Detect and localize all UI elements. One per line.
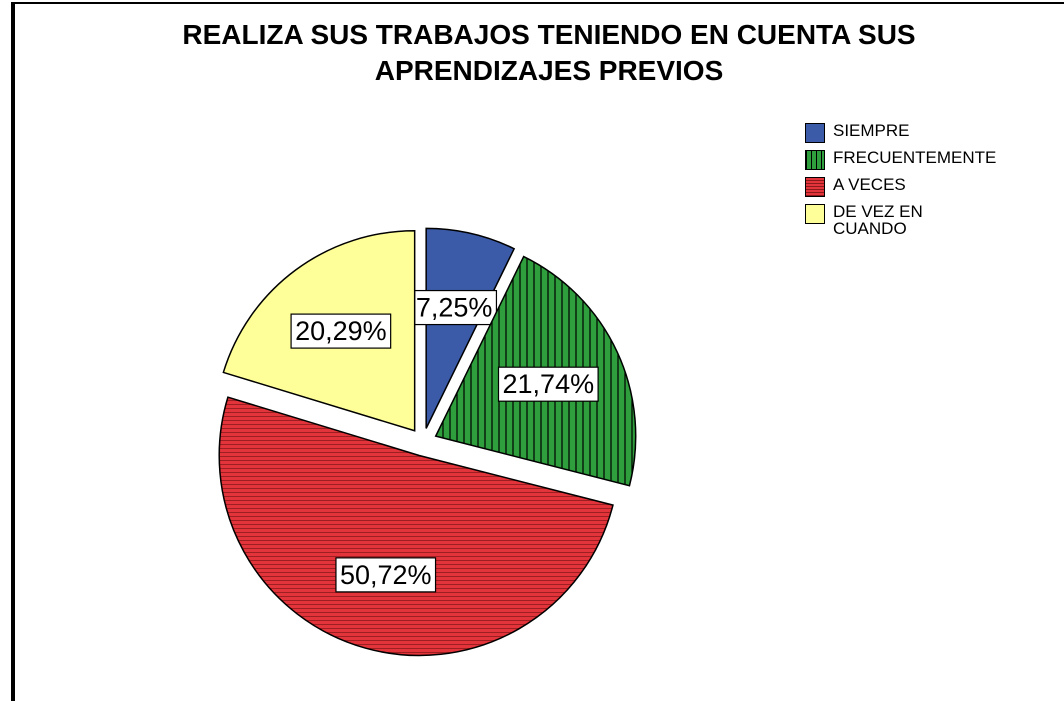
legend-label: DE VEZ EN CUANDO <box>833 202 923 238</box>
data-label: 50,72% <box>335 557 437 593</box>
data-label-box <box>335 557 437 593</box>
data-label-text: 20,29% <box>295 316 387 346</box>
chart-title: APRENDIZAJES PREVIOS <box>375 55 724 86</box>
data-label-box <box>497 366 599 402</box>
legend: SIEMPRE FRECUENTEMENTE A VECES DE VEZ EN CU… <box>805 122 1064 243</box>
legend-swatch <box>805 204 825 224</box>
chart: REALIZA SUS TRABAJOS TENIENDO EN CUENTA … <box>182 19 916 657</box>
legend-label: A VECES <box>833 175 906 194</box>
pie-slice <box>218 396 614 657</box>
data-label: 20,29% <box>290 313 392 349</box>
legend-swatch <box>805 150 825 170</box>
chart-title: REALIZA SUS TRABAJOS TENIENDO EN CUENTA … <box>182 19 915 50</box>
legend-swatch <box>805 177 825 197</box>
pie-slice <box>425 227 516 429</box>
chart-frame: REALIZA SUS TRABAJOS TENIENDO EN CUENTA … <box>11 2 1064 701</box>
legend-entry: DE VEZ EN CUANDO <box>805 203 1064 237</box>
legend-label: SIEMPRE <box>833 121 910 140</box>
legend-entry: A VECES <box>805 176 1064 197</box>
data-label-box <box>290 313 392 349</box>
data-label-text: 7,25% <box>416 293 493 323</box>
legend-entry: FRECUENTEMENTE <box>805 149 1064 170</box>
data-label: 21,74% <box>497 366 599 402</box>
legend-entry: SIEMPRE <box>805 122 1064 143</box>
data-label-text: 21,74% <box>503 369 595 399</box>
data-label: 7,25% <box>411 289 498 326</box>
legend-label: FRECUENTEMENTE <box>833 148 997 167</box>
data-label-text: 50,72% <box>340 560 432 590</box>
legend-swatch <box>805 123 825 143</box>
